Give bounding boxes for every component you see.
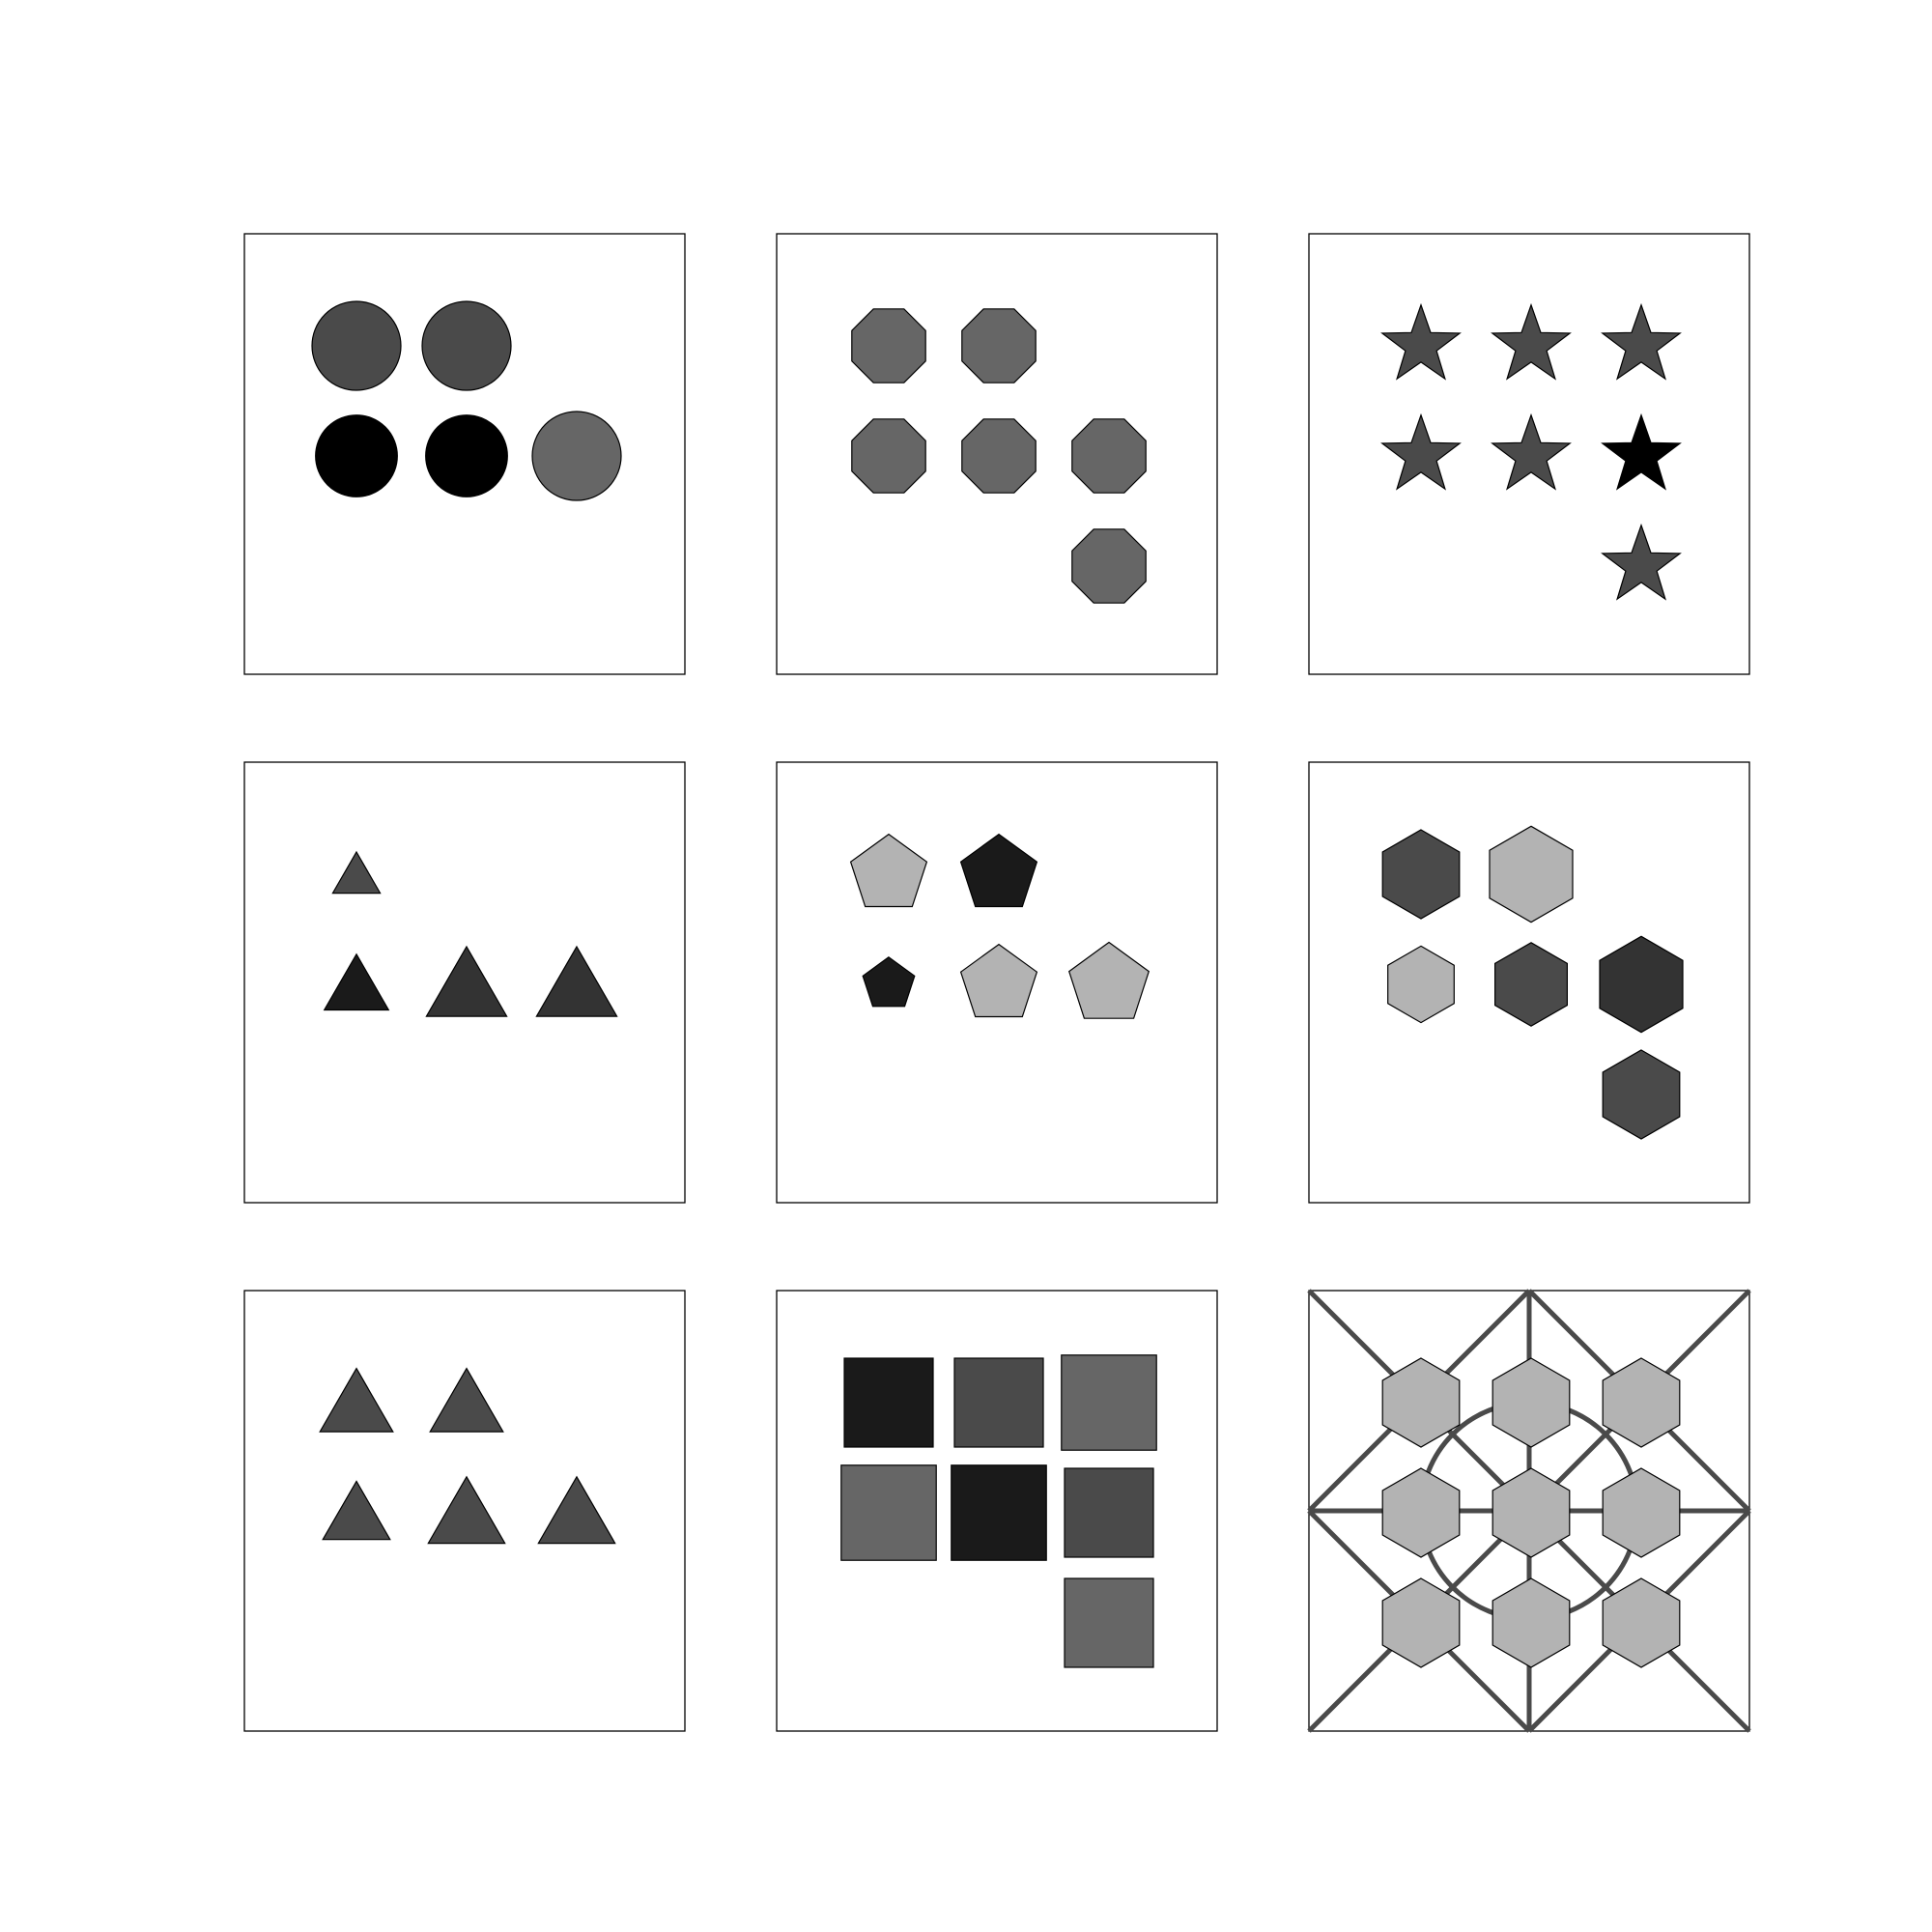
square-shape (953, 1357, 1044, 1448)
octagon-shape (961, 418, 1037, 494)
circle-shape (315, 414, 398, 497)
triangle-shape (331, 850, 382, 895)
panel-2-3 (1308, 761, 1750, 1204)
hexagon-shape (1381, 1467, 1461, 1558)
hexagon-shape (1492, 1467, 1571, 1558)
square-shape (1064, 1577, 1154, 1668)
star-shape (1380, 412, 1462, 491)
hexagon-shape (1381, 1357, 1461, 1448)
star-shape (1601, 412, 1682, 491)
hexagon-shape (1602, 1467, 1681, 1558)
panel-3-1 (243, 1290, 686, 1732)
triangle-shape (429, 1367, 504, 1433)
triangle-shape (323, 952, 390, 1011)
hexagon-shape (1602, 1357, 1681, 1448)
hexagon-shape (1492, 1357, 1571, 1448)
panel-1-2 (776, 233, 1218, 675)
circle-shape (311, 300, 402, 391)
triangle-shape (427, 1475, 506, 1545)
octagon-shape (851, 308, 926, 384)
panel-1-3 (1308, 233, 1750, 675)
triangle-shape (319, 1367, 394, 1433)
pentagon-shape (1067, 941, 1151, 1019)
triangle-shape (537, 1475, 616, 1545)
hexagon-shape (1493, 942, 1569, 1027)
octagon-shape (961, 308, 1037, 384)
hexagon-shape (1489, 825, 1574, 923)
square-shape (951, 1464, 1047, 1561)
pentagon-shape (849, 833, 928, 908)
hexagon-shape (1387, 945, 1455, 1024)
circle-shape (531, 411, 622, 501)
octagon-shape (851, 418, 926, 494)
star-shape (1380, 302, 1462, 381)
hexagon-shape (1381, 1577, 1461, 1668)
triangle-shape (425, 945, 508, 1017)
star-shape (1491, 412, 1572, 491)
star-shape (1491, 302, 1572, 381)
circle-shape (425, 414, 508, 497)
circle-shape (421, 300, 512, 391)
triangle-shape (322, 1480, 391, 1541)
square-shape (1064, 1467, 1154, 1558)
pentagon-shape (862, 956, 916, 1008)
panel-3-2 (776, 1290, 1218, 1732)
hexagon-shape (1602, 1577, 1681, 1668)
square-shape (1061, 1354, 1157, 1451)
triangle-shape (535, 945, 618, 1017)
pentagon-shape (959, 943, 1038, 1018)
square-shape (843, 1357, 934, 1448)
panel-1-1 (243, 233, 686, 675)
octagon-shape (1071, 418, 1147, 494)
star-shape (1601, 523, 1682, 601)
star-shape (1601, 302, 1682, 381)
hexagon-shape (1492, 1577, 1571, 1668)
hexagon-shape (1381, 829, 1461, 920)
square-shape (840, 1464, 937, 1561)
hexagon-shape (1599, 935, 1684, 1034)
pentagon-shape (959, 833, 1038, 908)
panel-2-1 (243, 761, 686, 1204)
panel-3-3 (1307, 1289, 1751, 1733)
octagon-shape (1071, 528, 1147, 604)
panel-2-2 (776, 761, 1218, 1204)
hexagon-shape (1602, 1049, 1681, 1140)
